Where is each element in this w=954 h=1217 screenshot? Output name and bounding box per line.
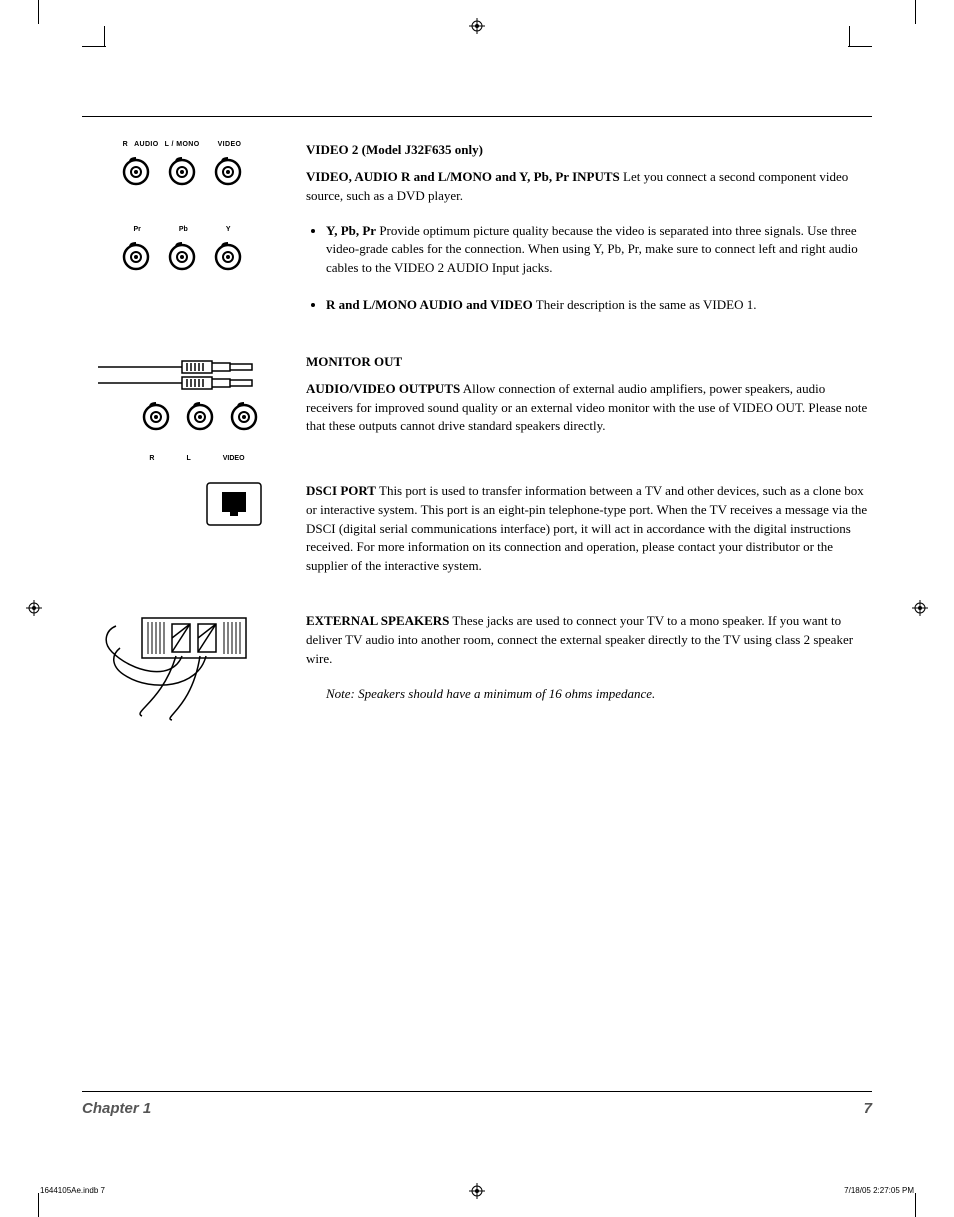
body-text: Provide optimum picture quality because … — [326, 223, 858, 276]
job-line: 1644105Ae.indb 7 7/18/05 2:27:05 PM — [40, 1186, 914, 1195]
crop-mark — [849, 26, 850, 46]
rca-jack-icon — [122, 154, 150, 186]
crop-mark — [38, 0, 39, 24]
runin-bold: R and L/MONO AUDIO and VIDEO — [326, 297, 533, 312]
jack-label: R — [149, 455, 154, 462]
dsci-port-icon — [206, 482, 262, 526]
page: R AUDIO L / MONO VIDEO Pr Pb Y — [0, 0, 954, 1217]
para-monitor-out: AUDIO/VIDEO OUTPUTS Allow connection of … — [306, 380, 872, 437]
illustration-monitor-out: R L VIDEO — [82, 353, 282, 462]
jack-label: Y — [226, 226, 231, 233]
bullet-list: Y, Pb, Pr Provide optimum picture qualit… — [306, 222, 872, 315]
runin-bold: AUDIO/VIDEO OUTPUTS — [306, 381, 460, 396]
jack-label: VIDEO — [218, 141, 242, 148]
rca-jack-icon — [168, 239, 196, 271]
crop-mark — [915, 1193, 916, 1217]
section-monitor-out: R L VIDEO MONITOR OUT AUDIO/VIDEO OUTPUT… — [82, 353, 872, 462]
content-area: R AUDIO L / MONO VIDEO Pr Pb Y — [82, 116, 872, 742]
page-number: 7 — [864, 1100, 872, 1117]
heading-video2: VIDEO 2 (Model J32F635 only) — [306, 141, 872, 160]
note-ext-speakers: Note: Speakers should have a minimum of … — [326, 685, 872, 704]
runin-bold: DSCI PORT — [306, 483, 376, 498]
runin-bold: VIDEO, AUDIO R and L/MONO and Y, Pb, Pr … — [306, 169, 620, 184]
registration-mark-icon — [26, 600, 42, 616]
section-video2: R AUDIO L / MONO VIDEO Pr Pb Y — [82, 141, 872, 333]
jack-label: AUDIO — [134, 141, 159, 148]
jack-label: R — [123, 141, 128, 148]
jack-label: L / MONO — [165, 141, 200, 148]
crop-mark — [38, 1193, 39, 1217]
text-dsci: DSCI PORT This port is used to transfer … — [306, 482, 872, 592]
rca-jack-icon — [122, 239, 150, 271]
heading-monitor-out: MONITOR OUT — [306, 353, 872, 372]
page-footer: Chapter 1 7 — [82, 1091, 872, 1117]
para-video2-inputs: VIDEO, AUDIO R and L/MONO and Y, Pb, Pr … — [306, 168, 872, 206]
section-ext-speakers: EXTERNAL SPEAKERS These jacks are used t… — [82, 612, 872, 722]
crop-mark — [848, 46, 872, 47]
body-text: This port is used to transfer informatio… — [306, 483, 867, 573]
section-dsci: DSCI PORT This port is used to transfer … — [82, 482, 872, 592]
rca-jack-icon — [168, 154, 196, 186]
para-dsci: DSCI PORT This port is used to transfer … — [306, 482, 872, 576]
illustration-ext-speakers — [82, 612, 282, 722]
text-monitor-out: MONITOR OUT AUDIO/VIDEO OUTPUTS Allow co… — [306, 353, 872, 462]
illustration-video2-jacks: R AUDIO L / MONO VIDEO Pr Pb Y — [82, 141, 282, 333]
illustration-dsci-port — [82, 482, 282, 592]
bullet-item: Y, Pb, Pr Provide optimum picture qualit… — [326, 222, 872, 279]
jack-label: Pr — [133, 226, 140, 233]
job-time: 7/18/05 2:27:05 PM — [844, 1186, 914, 1195]
top-rule — [82, 116, 872, 117]
runin-bold: EXTERNAL SPEAKERS — [306, 613, 449, 628]
chapter-label: Chapter 1 — [82, 1100, 151, 1117]
crop-mark — [104, 26, 105, 46]
jack-label: L — [186, 455, 190, 462]
bullet-item: R and L/MONO AUDIO and VIDEO Their descr… — [326, 296, 872, 315]
rca-jack-icon — [214, 239, 242, 271]
jack-label: VIDEO — [223, 455, 245, 462]
rca-cable-icon — [92, 353, 272, 453]
jack-label: Pb — [179, 226, 188, 233]
para-ext-speakers: EXTERNAL SPEAKERS These jacks are used t… — [306, 612, 872, 669]
text-video2: VIDEO 2 (Model J32F635 only) VIDEO, AUDI… — [306, 141, 872, 333]
body-text: Their description is the same as VIDEO 1… — [533, 297, 757, 312]
registration-mark-icon — [912, 600, 928, 616]
job-file: 1644105Ae.indb 7 — [40, 1186, 105, 1195]
registration-mark-icon — [469, 18, 485, 34]
text-ext-speakers: EXTERNAL SPEAKERS These jacks are used t… — [306, 612, 872, 722]
crop-mark — [82, 46, 106, 47]
speaker-terminal-icon — [102, 612, 262, 722]
rca-jack-icon — [214, 154, 242, 186]
crop-mark — [915, 0, 916, 24]
runin-bold: Y, Pb, Pr — [326, 223, 376, 238]
